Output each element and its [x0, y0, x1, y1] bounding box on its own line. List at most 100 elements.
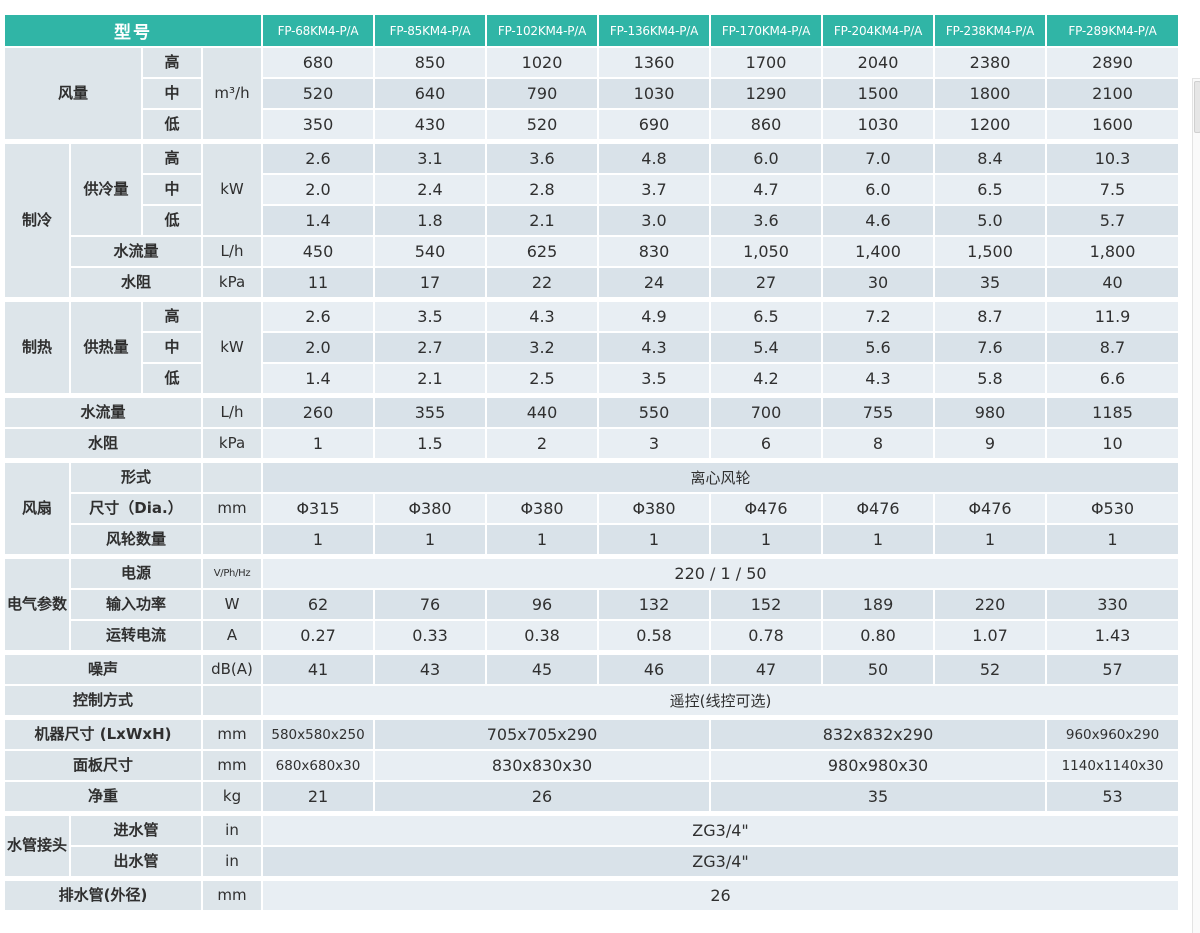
value-cell: 430: [373, 108, 488, 143]
unit-cell: mm: [201, 749, 264, 782]
value-cell: 27: [709, 266, 824, 301]
value-cell: 2040: [821, 46, 936, 79]
unit-cell: kW: [201, 297, 264, 397]
row-fan-size: 尺寸（Dia.） mm Φ315 Φ380 Φ380 Φ380 Φ476 Φ47…: [4, 492, 1181, 525]
value-cell: 0.58: [597, 619, 712, 654]
row-cooling-water-flow: 水流量 L/h 450 540 625 830 1,050 1,400 1,50…: [4, 235, 1181, 268]
unit-cell: V/Ph/Hz: [201, 554, 264, 590]
value-cell: 4.8: [597, 139, 712, 175]
row-heating-high: 制热 供热量 高 kW 2.6 3.5 4.3 4.9 6.5 7.2 8.7 …: [2, 297, 1181, 397]
label-net-weight: 净重: [2, 780, 204, 815]
value-cell: 3.7: [597, 173, 712, 206]
label-water-flow: 水流量: [2, 393, 204, 429]
row-fan-count: 风轮数量 1 1 1 1 1 1 1 1: [4, 523, 1181, 558]
value-cell: 440: [485, 393, 600, 429]
value-cell: 11.9: [1045, 297, 1181, 333]
value-cell: 3.0: [597, 204, 712, 237]
row-panel-size: 面板尺寸 mm 680x680x30 830x830x30 980x980x30…: [2, 749, 1181, 782]
unit-cell: dB(A): [201, 650, 264, 686]
level-label-low: 低: [141, 204, 204, 237]
label-water-resistance: 水阻: [2, 427, 204, 462]
scrollbar-thumb[interactable]: [1194, 81, 1200, 133]
unit-cell: A: [201, 619, 264, 654]
label-outlet-pipe: 出水管: [69, 845, 204, 880]
value-cell: 10: [1045, 427, 1181, 462]
value-cell: 1: [261, 523, 376, 558]
group-label-fan: 风扇: [2, 458, 72, 558]
value-cell: 10.3: [1045, 139, 1181, 175]
value-cell: 11: [261, 266, 376, 301]
value-cell: 1030: [821, 108, 936, 143]
row-input-power: 输入功率 W 62 76 96 132 152 189 220 330: [4, 588, 1181, 621]
model-header: FP-68KM4-P/A: [261, 13, 376, 48]
model-header-label: 型号: [2, 13, 264, 48]
value-cell: 2.8: [485, 173, 600, 206]
unit-cell: mm: [201, 715, 264, 751]
value-cell: 6.0: [821, 173, 936, 206]
value-cell: 2100: [1045, 77, 1181, 110]
value-cell: 132: [597, 588, 712, 621]
value-cell: 76: [373, 588, 488, 621]
value-cell: 1600: [1045, 108, 1181, 143]
group-label-heating: 制热: [2, 297, 72, 397]
value-cell: 625: [485, 235, 600, 268]
value-cell: Φ380: [373, 492, 488, 525]
value-cell: 960x960x290: [1045, 715, 1181, 751]
value-cell: 4.3: [821, 362, 936, 397]
value-cell: 96: [485, 588, 600, 621]
unit-cell: kg: [201, 780, 264, 815]
value-cell: 6.5: [933, 173, 1048, 206]
scrollbar-track[interactable]: [1192, 78, 1200, 933]
value-cell: 遥控(线控可选): [261, 684, 1181, 719]
value-cell: 2.6: [261, 297, 376, 333]
value-cell: 2.7: [373, 331, 488, 364]
value-cell: 4.2: [709, 362, 824, 397]
value-cell: 30: [821, 266, 936, 301]
value-cell: 3.5: [373, 297, 488, 333]
value-cell: 6.6: [1045, 362, 1181, 397]
value-cell: 680x680x30: [261, 749, 376, 782]
row-noise: 噪声 dB(A) 41 43 45 46 47 50 52 57: [2, 650, 1181, 686]
value-cell: 6.0: [709, 139, 824, 175]
value-cell: 21: [261, 780, 376, 815]
unit-cell: [201, 458, 264, 494]
value-cell: 2380: [933, 46, 1048, 79]
unit-cell: [201, 684, 264, 719]
value-cell: 62: [261, 588, 376, 621]
value-cell: 755: [821, 393, 936, 429]
value-cell: 189: [821, 588, 936, 621]
value-cell: 350: [261, 108, 376, 143]
value-cell: ZG3/4": [261, 811, 1181, 847]
level-label-low: 低: [141, 108, 204, 143]
value-cell: Φ476: [821, 492, 936, 525]
label-power-supply: 电源: [69, 554, 204, 590]
table-header-row: 型号 FP-68KM4-P/A FP-85KM4-P/A FP-102KM4-P…: [2, 13, 1181, 48]
value-cell: 700: [709, 393, 824, 429]
row-airflow-low: 低 350 430 520 690 860 1030 1200 1600: [4, 108, 1181, 143]
level-label-mid: 中: [141, 173, 204, 206]
row-heating-mid: 中 2.0 2.7 3.2 4.3 5.4 5.6 7.6 8.7: [4, 331, 1181, 364]
label-fan-size: 尺寸（Dia.）: [69, 492, 204, 525]
value-cell: Φ530: [1045, 492, 1181, 525]
value-cell: 45: [485, 650, 600, 686]
value-cell: 152: [709, 588, 824, 621]
value-cell: 1.8: [373, 204, 488, 237]
label-control-mode: 控制方式: [2, 684, 204, 719]
value-cell: 1.4: [261, 204, 376, 237]
value-cell: 1,500: [933, 235, 1048, 268]
value-cell: 7.2: [821, 297, 936, 333]
value-cell: 1700: [709, 46, 824, 79]
value-cell: 3.1: [373, 139, 488, 175]
value-cell: 2890: [1045, 46, 1181, 79]
value-cell: 1185: [1045, 393, 1181, 429]
value-cell: 5.7: [1045, 204, 1181, 237]
label-drain-pipe: 排水管(外径): [2, 876, 204, 912]
model-header: FP-204KM4-P/A: [821, 13, 936, 48]
value-cell: 35: [933, 266, 1048, 301]
unit-cell: in: [201, 845, 264, 880]
row-fan-type: 风扇 形式 离心风轮: [2, 458, 1181, 558]
row-heating-water-flow: 水流量 L/h 260 355 440 550 700 755 980 1185: [2, 393, 1181, 429]
label-fan-type: 形式: [69, 458, 204, 494]
label-running-current: 运转电流: [69, 619, 204, 654]
value-cell: 24: [597, 266, 712, 301]
